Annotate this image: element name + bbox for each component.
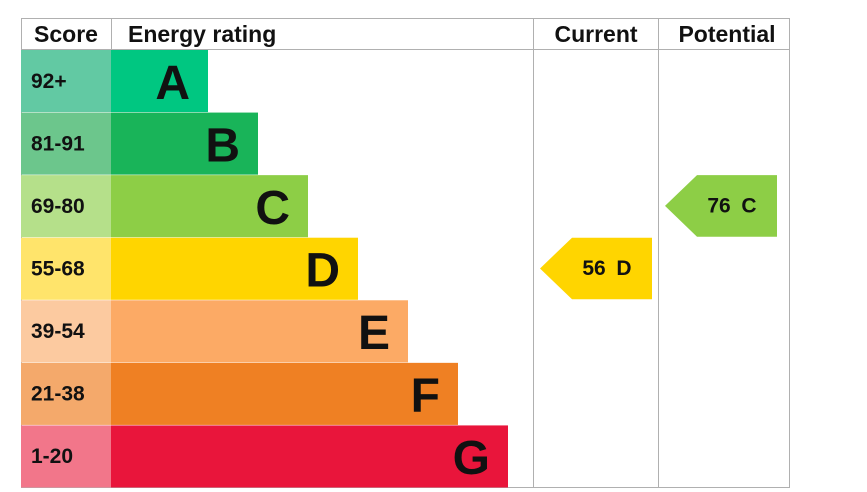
rating-letter: G <box>453 432 490 485</box>
score-range: 81-91 <box>31 132 85 155</box>
score-cell <box>21 175 111 238</box>
potential-arrow <box>665 175 777 237</box>
current-arrow <box>540 237 652 300</box>
rating-bar <box>111 237 358 300</box>
score-cell <box>21 425 111 488</box>
score-range: 92+ <box>31 70 67 93</box>
rating-bar <box>111 112 258 175</box>
score-range: 39-54 <box>31 320 85 343</box>
rating-bar <box>111 425 508 488</box>
rating-letter: B <box>205 119 240 172</box>
rating-letter: F <box>411 370 440 423</box>
header-energy-rating: Energy rating <box>128 21 276 47</box>
score-cell <box>21 362 111 425</box>
potential-value: 76 <box>707 194 730 217</box>
score-cell <box>21 237 111 300</box>
current-rating: D <box>616 257 631 280</box>
score-cell <box>21 50 111 113</box>
potential-rating: C <box>741 194 756 217</box>
score-cell <box>21 112 111 175</box>
current-value: 56 <box>582 257 605 280</box>
rating-bar <box>111 175 308 238</box>
score-range: 69-80 <box>31 195 85 218</box>
rating-letter: A <box>155 57 190 110</box>
header-potential: Potential <box>678 21 775 47</box>
header-score: Score <box>34 21 98 47</box>
rating-bar <box>111 362 458 425</box>
rating-letter: E <box>358 307 390 360</box>
rating-letter: D <box>305 244 340 297</box>
rating-letter: C <box>255 182 290 235</box>
rating-bar <box>111 50 208 113</box>
rating-bar <box>111 300 408 363</box>
score-range: 1-20 <box>31 445 73 468</box>
header-current: Current <box>554 21 637 47</box>
score-cell <box>21 300 111 363</box>
score-range: 55-68 <box>31 257 85 280</box>
score-range: 21-38 <box>31 383 85 406</box>
